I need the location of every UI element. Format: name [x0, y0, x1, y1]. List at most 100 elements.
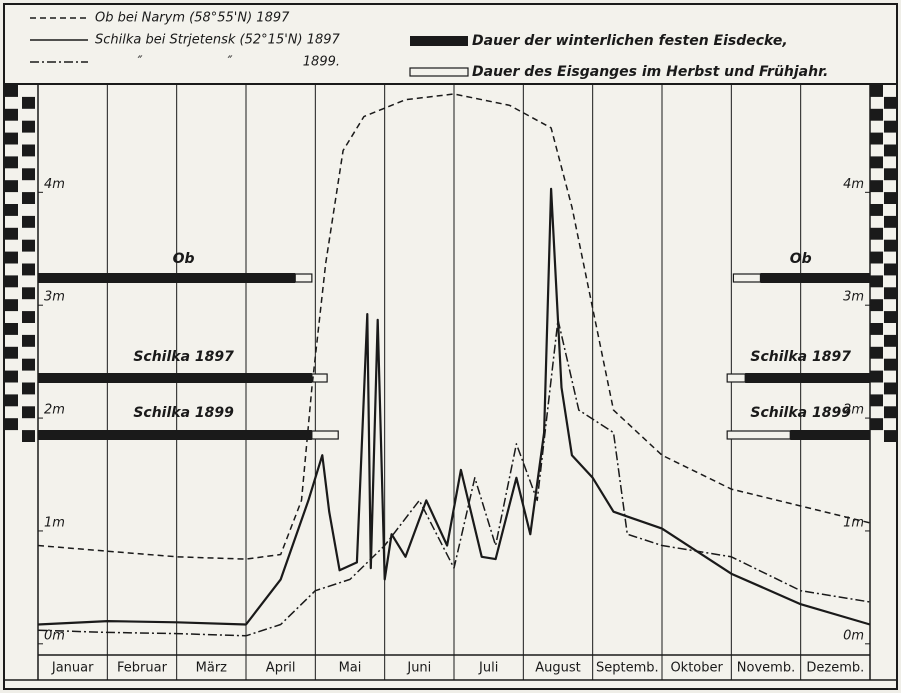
checker-cell — [22, 263, 35, 276]
checker-cell — [884, 239, 897, 252]
checker-cell — [884, 382, 897, 395]
checker-cell — [22, 168, 35, 181]
checker-cell — [5, 132, 18, 145]
checker-cell — [22, 192, 35, 204]
checker-cell — [884, 215, 897, 228]
line-series — [37, 319, 871, 637]
ice-bar-open — [294, 273, 313, 283]
y-tick-label: 3m — [843, 290, 864, 305]
legend-label: Ob bei Narym (58°55'N) 1897 — [95, 11, 290, 26]
y-tick-label: 3m — [44, 290, 65, 305]
ice-bar-solid — [745, 373, 870, 383]
checker-cell — [5, 346, 18, 359]
checker-cell — [5, 85, 18, 97]
y-tick-label: 1m — [44, 515, 65, 530]
frame — [3, 3, 898, 690]
y-tick-label: 4m — [44, 177, 65, 192]
ice-label: Schilka 1897 — [133, 349, 234, 365]
checker-cell — [870, 132, 883, 145]
y-tick-label: 0m — [44, 628, 65, 643]
checker-cell — [884, 287, 897, 300]
checker-cell — [5, 275, 18, 288]
y-tick-label: 0m — [843, 628, 864, 643]
checker-cell — [22, 382, 35, 395]
y-tick-label: 1m — [843, 515, 864, 530]
checker-cell — [22, 120, 35, 133]
checker-cell — [884, 358, 897, 371]
checker-cell — [884, 334, 897, 347]
checker-cell — [22, 239, 35, 252]
ice-label: Schilka 1899 — [133, 405, 234, 421]
x-tick-label: Oktober — [670, 661, 723, 676]
line-series — [37, 93, 871, 560]
checker-cell — [870, 85, 883, 97]
checker-cell — [870, 346, 883, 359]
checker-cell — [5, 370, 18, 383]
x-tick-label: Septemb. — [596, 661, 659, 676]
ice-bar-solid — [38, 273, 296, 283]
checker-cell — [870, 394, 883, 407]
checker-cell — [5, 204, 18, 216]
x-tick-label: Dezemb. — [806, 661, 864, 676]
x-tick-label: April — [266, 661, 296, 676]
ice-label: Schilka 1899 — [750, 405, 851, 421]
x-tick-label: März — [196, 661, 228, 676]
checker-cell — [22, 144, 35, 157]
checker-cell — [870, 275, 883, 288]
ice-label: Schilka 1897 — [750, 349, 851, 365]
checker-cell — [884, 406, 897, 419]
checker-cell — [884, 311, 897, 323]
checker-cell — [870, 204, 883, 216]
x-tick-label: Februar — [117, 661, 168, 676]
x-tick-label: Juni — [406, 661, 431, 676]
ice-bar-solid — [790, 430, 870, 440]
checker-cell — [870, 227, 883, 240]
ditto-mark: ″ — [138, 55, 143, 70]
checker-cell — [5, 227, 18, 240]
checker-cell — [5, 156, 18, 169]
checker-cell — [5, 251, 18, 264]
x-tick-label: Juli — [478, 661, 498, 676]
legend-label: 1899. — [303, 55, 340, 70]
line-series — [37, 187, 871, 626]
checker-cell — [884, 430, 897, 442]
legend-label: Dauer der winterlichen festen Eisdecke, — [472, 33, 788, 49]
ice-bar-solid — [38, 373, 312, 383]
checker-cell — [5, 108, 18, 121]
checker-cell — [870, 323, 883, 335]
checker-cell — [5, 394, 18, 407]
ice-bar-open — [726, 373, 746, 383]
legend-swatch-open — [409, 67, 469, 77]
checker-cell — [22, 406, 35, 419]
y-tick-label: 2m — [44, 403, 65, 418]
legend-label: Schilka bei Strjetensk (52°15'N) 1897 — [95, 33, 341, 48]
checker-cell — [884, 144, 897, 157]
ice-bar-solid — [760, 273, 870, 283]
checker-cell — [22, 215, 35, 228]
ice-bar-open — [311, 373, 328, 383]
checker-cell — [22, 334, 35, 347]
legend-swatch-solid — [410, 36, 468, 46]
checker-cell — [22, 358, 35, 371]
checker-cell — [22, 287, 35, 300]
ice-bar-solid — [38, 430, 312, 440]
ice-label: Ob — [173, 251, 195, 267]
checker-cell — [22, 311, 35, 323]
checker-cell — [870, 299, 883, 312]
checker-border — [5, 85, 897, 442]
checker-cell — [870, 156, 883, 169]
checker-cell — [884, 168, 897, 181]
checker-cell — [870, 180, 883, 193]
ice-label: Ob — [790, 251, 812, 267]
checker-cell — [5, 323, 18, 335]
ice-bar-open — [726, 430, 791, 440]
y-tick-label: 2m — [843, 403, 864, 418]
y-tick-label: 4m — [843, 177, 864, 192]
checker-cell — [884, 96, 897, 109]
ice-bar-open — [311, 430, 339, 440]
checker-cell — [22, 430, 35, 442]
checker-cell — [5, 299, 18, 312]
checker-cell — [870, 108, 883, 121]
